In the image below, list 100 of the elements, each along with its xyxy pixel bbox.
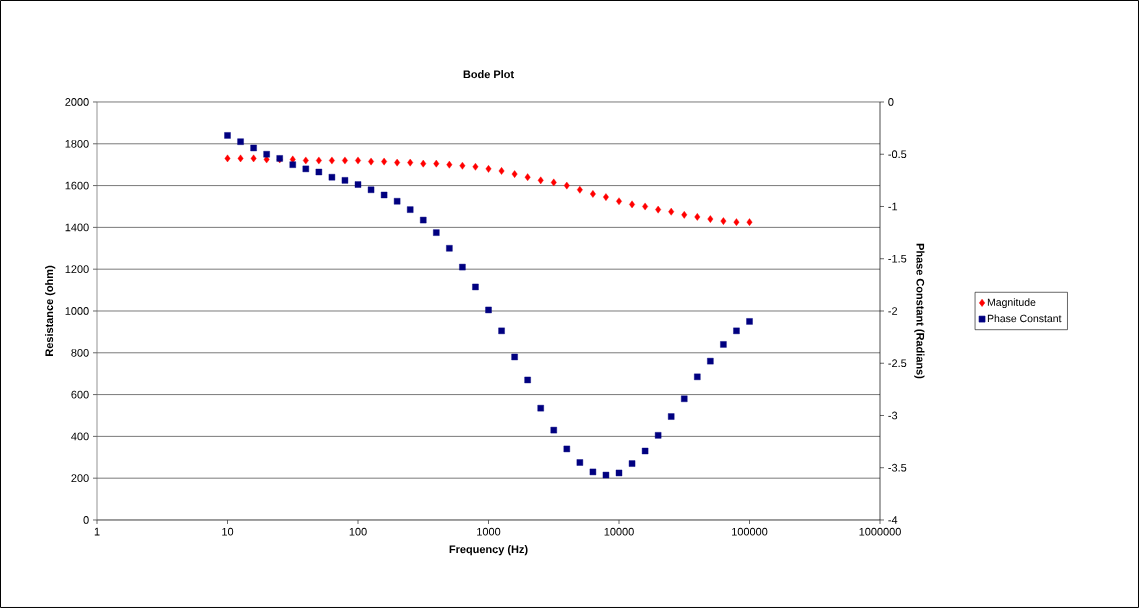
point <box>511 353 518 361</box>
x-tick-label: 100 <box>349 527 367 536</box>
point <box>224 154 231 163</box>
y2-tick-label: -2.5 <box>888 359 907 368</box>
point <box>524 376 531 384</box>
point <box>603 193 609 201</box>
point <box>576 459 584 466</box>
point <box>694 373 701 381</box>
point <box>354 181 362 188</box>
point <box>315 168 323 176</box>
point <box>694 213 701 221</box>
legend-label: Magnitude <box>987 298 1036 309</box>
point <box>681 211 688 219</box>
point <box>224 132 231 139</box>
y-tick-label: 800 <box>71 348 89 357</box>
point <box>589 468 597 476</box>
y2-tick-label: -3 <box>888 411 898 420</box>
point <box>407 206 414 213</box>
point <box>602 471 610 479</box>
point <box>341 177 349 184</box>
point <box>563 445 571 453</box>
x-tick-label: 1 <box>94 527 100 536</box>
x-axis-title: Frequency (Hz) <box>449 545 528 556</box>
y2-tick-label: -0.5 <box>888 150 907 159</box>
point <box>315 156 322 165</box>
y2-axis-title: Phase Constant (Radians) <box>914 243 925 379</box>
point <box>472 283 479 291</box>
point <box>289 161 296 168</box>
y-axis-title: Resistance (ohm) <box>45 265 56 356</box>
x-tick-label: 10 <box>222 527 234 536</box>
point <box>485 165 492 173</box>
point <box>263 151 270 158</box>
y2-tick-label: -1.5 <box>888 254 907 263</box>
point <box>654 432 662 439</box>
point <box>328 174 336 181</box>
point <box>433 229 440 236</box>
point <box>237 138 244 145</box>
y-tick-label: 400 <box>71 432 89 441</box>
point <box>446 160 453 169</box>
point <box>250 154 257 163</box>
point <box>472 162 479 171</box>
point <box>380 191 388 199</box>
point <box>524 173 531 182</box>
point <box>707 357 714 365</box>
point <box>550 178 557 187</box>
point <box>615 469 623 477</box>
point <box>459 161 466 170</box>
y2-tick-label: -1 <box>888 202 898 211</box>
point <box>459 263 466 271</box>
point <box>550 426 557 434</box>
y-tick-label: 1800 <box>65 139 89 148</box>
y-tick-label: 600 <box>71 390 89 399</box>
chart-title: Bode Plot <box>463 70 514 79</box>
point <box>576 185 583 194</box>
y2-tick-label: -3.5 <box>888 463 907 472</box>
x-tick-label: 1000000 <box>859 527 901 536</box>
point <box>668 413 675 420</box>
point <box>537 176 544 185</box>
point <box>498 327 505 335</box>
point <box>628 460 636 467</box>
point <box>590 190 596 198</box>
x-tick-label: 1000 <box>477 527 501 536</box>
y2-tick-label: -4 <box>888 516 898 524</box>
y-tick-label: 0 <box>83 516 89 524</box>
legend-label: Phase Constant <box>987 314 1062 323</box>
point <box>237 154 244 163</box>
point <box>746 218 753 226</box>
point <box>250 144 257 152</box>
point <box>537 404 544 412</box>
y-tick-label: 200 <box>71 474 89 483</box>
point <box>655 205 662 214</box>
point <box>641 447 649 455</box>
point <box>302 165 309 173</box>
y-tick-label: 1000 <box>65 307 89 315</box>
point <box>681 395 688 402</box>
point <box>498 167 505 175</box>
point <box>642 202 649 211</box>
point <box>446 245 453 252</box>
point <box>485 306 492 314</box>
point <box>668 207 675 216</box>
y2-tick-label: -2 <box>888 307 898 315</box>
y-tick-label: 1400 <box>65 223 89 232</box>
point <box>511 170 518 178</box>
point <box>707 215 714 223</box>
x-tick-label: 100000 <box>732 527 768 536</box>
y-tick-label: 1200 <box>65 265 89 274</box>
point <box>381 157 388 166</box>
point <box>407 158 414 167</box>
point <box>302 156 309 165</box>
point <box>720 341 727 348</box>
point <box>367 186 375 193</box>
point <box>420 216 427 224</box>
y-tick-label: 1600 <box>65 181 89 190</box>
point <box>746 318 753 325</box>
point <box>393 198 401 205</box>
y-tick-label: 2000 <box>65 98 89 106</box>
x-tick-label: 10000 <box>604 527 634 536</box>
point <box>720 217 727 225</box>
point <box>733 327 740 335</box>
y2-tick-label: 0 <box>888 98 894 106</box>
